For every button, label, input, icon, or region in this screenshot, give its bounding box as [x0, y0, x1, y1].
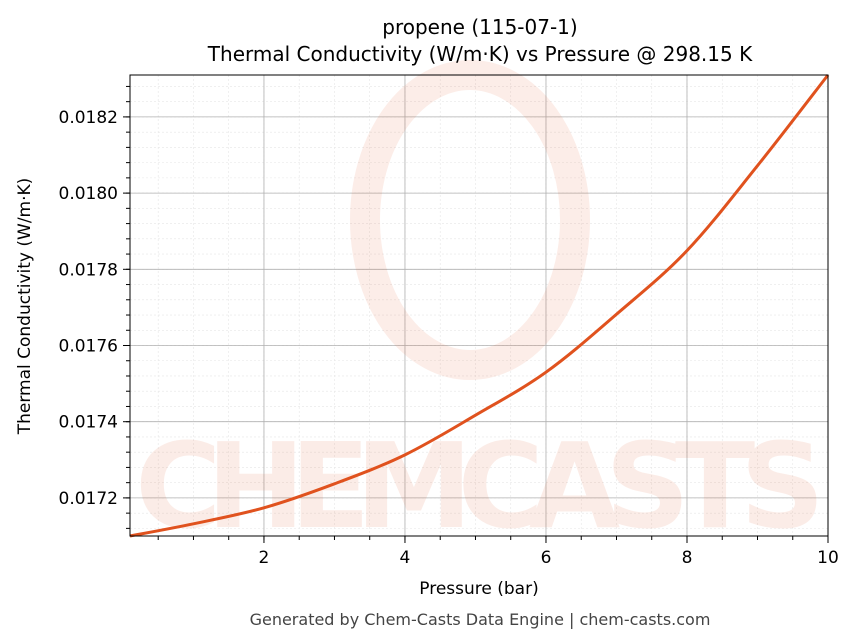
y-tick-label: 0.0180 — [59, 184, 118, 204]
series-line-propene — [129, 74, 830, 538]
plot-frame — [129, 74, 829, 537]
chart-title-line1: propene (115-07-1) — [382, 15, 577, 39]
watermark-text: CHEMCASTS — [135, 417, 825, 555]
ticks: 2 4 6 8 10 0.0172 0.0174 0.0176 0.0178 0.0180 0.01… — [59, 85, 839, 568]
y-tick-label: 0.0172 — [59, 489, 118, 509]
y-tick-label: 0.0182 — [59, 108, 118, 128]
x-tick-label: 2 — [259, 548, 270, 568]
watermark-logo — [350, 60, 590, 380]
footer-credit: Generated by Chem-Casts Data Engine | ch… — [250, 610, 711, 629]
x-tick-label: 6 — [541, 548, 552, 568]
x-axis-label: Pressure (bar) — [419, 579, 538, 599]
watermark: CHEMCASTS — [135, 60, 825, 555]
x-tick-label: 10 — [817, 548, 839, 568]
y-tick-label: 0.0174 — [59, 413, 118, 433]
y-axis-label: Thermal Conductivity (W/m·K) — [15, 178, 35, 436]
chart-title-line2: Thermal Conductivity (W/m·K) vs Pressure… — [207, 42, 753, 66]
x-tick-label: 8 — [682, 548, 693, 568]
y-tick-label: 0.0178 — [59, 260, 118, 280]
x-tick-label: 4 — [400, 548, 411, 568]
y-tick-label: 0.0176 — [59, 337, 118, 357]
